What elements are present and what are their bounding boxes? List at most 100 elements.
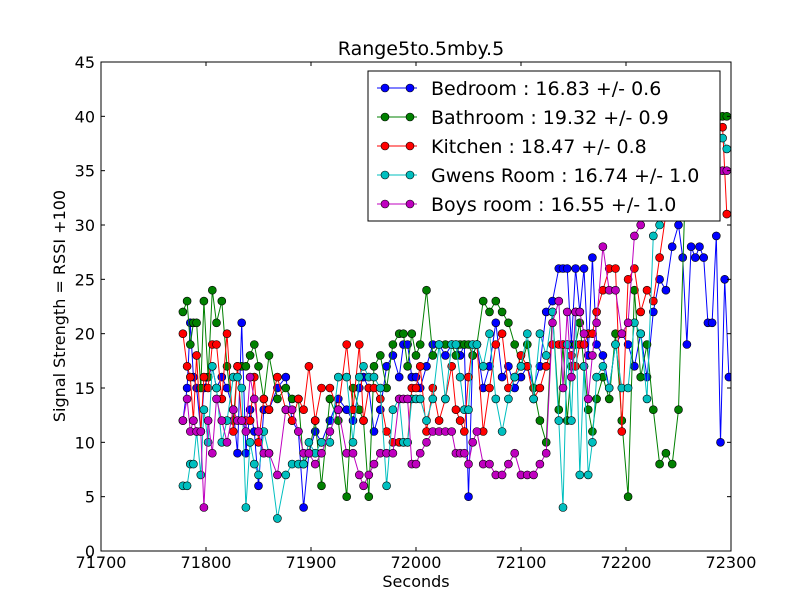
data-point xyxy=(259,394,269,404)
legend-entry: Bathroom : 19.32 +/- 0.9 xyxy=(377,107,669,129)
data-point xyxy=(411,383,421,393)
data-point xyxy=(491,318,501,328)
data-point xyxy=(182,296,192,306)
data-point xyxy=(485,459,494,469)
data-point xyxy=(287,405,297,415)
data-point xyxy=(655,253,664,262)
data-point xyxy=(504,318,513,328)
data-point xyxy=(178,416,188,425)
data-point xyxy=(522,329,532,339)
data-point xyxy=(203,437,213,447)
data-point xyxy=(203,416,213,425)
data-point xyxy=(317,383,326,393)
data-point xyxy=(592,307,601,317)
data-point xyxy=(583,470,593,480)
data-point xyxy=(250,459,259,469)
data-point xyxy=(541,351,551,360)
data-point xyxy=(428,394,438,404)
data-point xyxy=(642,285,652,295)
data-point xyxy=(199,372,209,382)
data-point xyxy=(217,296,227,306)
data-point xyxy=(203,383,213,393)
data-point xyxy=(237,383,246,393)
data-point xyxy=(192,318,201,328)
legend-label: Kitchen : 18.47 +/- 0.8 xyxy=(431,136,647,158)
data-point xyxy=(245,437,255,447)
x-tick-label: 71900 xyxy=(286,553,337,572)
data-point xyxy=(364,492,374,502)
data-point xyxy=(491,340,501,349)
data-point xyxy=(273,514,282,523)
data-point xyxy=(245,372,255,382)
x-axis: 71700 71800 71900 72000 72100 72200 72300 xyxy=(76,62,756,572)
data-point xyxy=(411,351,421,360)
series-layer xyxy=(178,112,731,523)
data-point xyxy=(403,340,412,349)
data-point xyxy=(562,340,572,349)
x-tick-label: 72100 xyxy=(496,553,547,572)
data-point xyxy=(464,405,473,415)
data-point xyxy=(655,274,664,284)
data-point xyxy=(304,437,314,447)
data-point xyxy=(722,144,731,154)
data-point xyxy=(707,318,717,328)
data-point xyxy=(199,503,209,512)
data-point xyxy=(497,427,507,436)
data-point xyxy=(388,340,398,349)
data-point xyxy=(455,372,465,382)
data-point xyxy=(674,220,683,230)
data-point xyxy=(294,394,303,404)
data-point xyxy=(611,264,620,273)
data-point xyxy=(529,470,538,480)
legend-marker xyxy=(380,199,390,209)
legend-marker xyxy=(405,199,415,209)
data-point xyxy=(245,351,255,360)
data-point xyxy=(630,231,639,241)
x-tick-label: 71700 xyxy=(76,553,127,572)
data-point xyxy=(428,383,438,393)
data-point xyxy=(510,340,520,349)
data-point xyxy=(497,329,507,339)
data-point xyxy=(333,372,343,382)
data-point xyxy=(254,361,263,371)
data-point xyxy=(592,372,601,382)
data-point xyxy=(245,416,255,425)
data-point xyxy=(182,394,192,404)
data-point xyxy=(229,405,238,415)
data-point xyxy=(695,242,704,251)
data-point xyxy=(415,340,425,349)
data-point xyxy=(504,383,513,393)
legend-marker xyxy=(405,170,415,180)
data-point xyxy=(604,383,614,393)
data-point xyxy=(504,459,513,469)
data-point xyxy=(648,231,658,241)
data-point xyxy=(636,220,646,230)
data-point xyxy=(212,394,221,404)
data-point xyxy=(623,492,633,502)
data-point xyxy=(241,448,251,458)
data-point xyxy=(485,307,494,317)
data-point xyxy=(598,242,608,251)
data-point xyxy=(623,274,633,284)
data-point xyxy=(354,372,364,382)
data-point xyxy=(287,416,297,425)
data-point xyxy=(661,285,671,295)
data-point xyxy=(304,361,314,371)
data-point xyxy=(434,340,444,349)
data-point xyxy=(208,285,217,295)
data-point xyxy=(579,264,589,273)
data-point xyxy=(310,459,320,469)
data-point xyxy=(592,394,601,404)
data-point xyxy=(451,405,461,415)
data-point xyxy=(535,329,545,339)
data-point xyxy=(342,372,352,382)
data-point xyxy=(254,427,263,436)
legend-label: Gwens Room : 16.74 +/- 1.0 xyxy=(431,165,699,187)
data-point xyxy=(348,448,358,458)
legend-label: Bedroom : 16.83 +/- 0.6 xyxy=(431,78,661,100)
data-point xyxy=(294,427,303,436)
data-point xyxy=(485,383,494,393)
data-point xyxy=(411,459,421,469)
legend-marker xyxy=(405,83,415,93)
